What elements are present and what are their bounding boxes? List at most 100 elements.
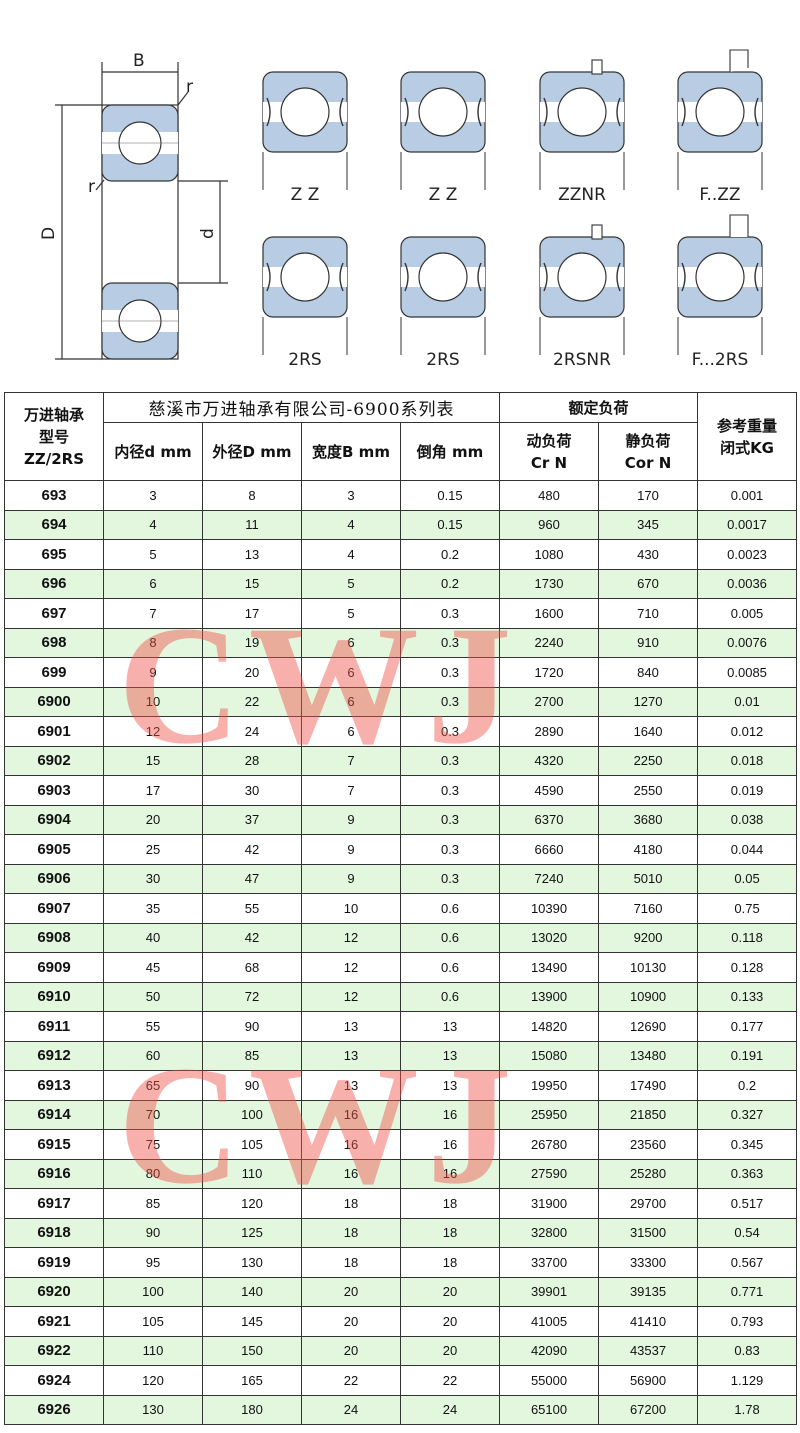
- table-row: 698 8 19 6 0.3 2240 910 0.0076: [4, 627, 798, 658]
- cell-inner-d: 50: [103, 981, 203, 1012]
- variant-label: 2RS: [426, 350, 459, 370]
- cell-static-load: 67200: [598, 1394, 699, 1425]
- cell-model: 6908: [4, 922, 104, 953]
- cell-dynamic-load: 25950: [499, 1099, 600, 1130]
- cell-static-load: 430: [598, 539, 699, 570]
- cell-dynamic-load: 7240: [499, 863, 600, 894]
- cell-outer-d: 55: [202, 893, 302, 924]
- cell-dynamic-load: 42090: [499, 1335, 600, 1366]
- cell-chamfer: 0.3: [399, 627, 501, 658]
- cell-chamfer: 13: [399, 1011, 501, 1042]
- cell-outer-d: 68: [202, 952, 302, 983]
- spec-table-wrapper: 万进轴承 型号 ZZ/2RS 慈溪市万进轴承有限公司-6900系列表 额定负荷 …: [4, 392, 798, 1425]
- cell-width-b: 18: [301, 1188, 401, 1219]
- variant-6: 2RS: [400, 236, 486, 370]
- cell-inner-d: 8: [103, 627, 203, 658]
- cell-dynamic-load: 1730: [499, 568, 600, 599]
- cell-outer-d: 90: [202, 1011, 302, 1042]
- col-header-model-line3: ZZ/2RS: [23, 449, 85, 468]
- cell-static-load: 12690: [598, 1011, 699, 1042]
- cell-weight: 1.78: [697, 1394, 798, 1425]
- cell-static-load: 31500: [598, 1217, 699, 1248]
- cell-inner-d: 65: [103, 1070, 203, 1101]
- variant-4: F..ZZ: [677, 49, 763, 205]
- cell-chamfer: 20: [399, 1306, 501, 1337]
- cell-outer-d: 13: [202, 539, 302, 570]
- cell-model: 6901: [4, 716, 104, 747]
- col-header-dynamic-line2: Cr N: [530, 453, 568, 472]
- variant-1: Z Z: [262, 71, 348, 205]
- cell-weight: 1.129: [697, 1365, 798, 1396]
- cell-static-load: 9200: [598, 922, 699, 953]
- cell-dynamic-load: 6660: [499, 834, 600, 865]
- table-title: 慈溪市万进轴承有限公司-6900系列表: [102, 392, 501, 423]
- cell-static-load: 21850: [598, 1099, 699, 1130]
- cell-width-b: 16: [301, 1129, 401, 1160]
- cell-weight: 0.012: [697, 716, 798, 747]
- cell-weight: 0.001: [697, 480, 798, 511]
- cell-outer-d: 11: [202, 509, 302, 540]
- cell-static-load: 13480: [598, 1040, 699, 1071]
- cell-weight: 0.567: [697, 1247, 798, 1278]
- table-row: 6904 20 37 9 0.3 6370 3680 0.038: [4, 804, 798, 835]
- cell-inner-d: 70: [103, 1099, 203, 1130]
- cell-dynamic-load: 41005: [499, 1306, 600, 1337]
- cell-static-load: 4180: [598, 834, 699, 865]
- cell-dynamic-load: 19950: [499, 1070, 600, 1101]
- cell-dynamic-load: 14820: [499, 1011, 600, 1042]
- cell-width-b: 6: [301, 657, 401, 688]
- cell-static-load: 910: [598, 627, 699, 658]
- cell-chamfer: 13: [399, 1040, 501, 1071]
- cell-inner-d: 90: [103, 1217, 203, 1248]
- cell-chamfer: 0.6: [399, 922, 501, 953]
- cell-width-b: 13: [301, 1040, 401, 1071]
- cell-width-b: 6: [301, 716, 401, 747]
- cell-dynamic-load: 1600: [499, 598, 600, 629]
- table-row: 697 7 17 5 0.3 1600 710 0.005: [4, 598, 798, 629]
- cell-width-b: 4: [301, 509, 401, 540]
- table-row: 6909 45 68 12 0.6 13490 10130 0.128: [4, 952, 798, 983]
- cell-width-b: 20: [301, 1335, 401, 1366]
- cell-static-load: 23560: [598, 1129, 699, 1160]
- cell-model: 699: [4, 657, 104, 688]
- cell-inner-d: 100: [103, 1276, 203, 1307]
- cell-outer-d: 20: [202, 657, 302, 688]
- cell-outer-d: 105: [202, 1129, 302, 1160]
- cell-chamfer: 16: [399, 1099, 501, 1130]
- cell-static-load: 7160: [598, 893, 699, 924]
- table-row: 694 4 11 4 0.15 960 345 0.0017: [4, 509, 798, 540]
- cell-chamfer: 0.3: [399, 804, 501, 835]
- cell-weight: 0.0017: [697, 509, 798, 540]
- cell-weight: 0.345: [697, 1129, 798, 1160]
- cell-outer-d: 110: [202, 1158, 302, 1189]
- cell-chamfer: 0.3: [399, 657, 501, 688]
- col-header-model-line2: 型号: [38, 427, 69, 446]
- cell-chamfer: 16: [399, 1129, 501, 1160]
- cell-inner-d: 95: [103, 1247, 203, 1278]
- cell-dynamic-load: 15080: [499, 1040, 600, 1071]
- cell-inner-d: 17: [103, 775, 203, 806]
- cell-dynamic-load: 33700: [499, 1247, 600, 1278]
- table-row: 6905 25 42 9 0.3 6660 4180 0.044: [4, 834, 798, 865]
- cell-inner-d: 45: [103, 952, 203, 983]
- cell-outer-d: 8: [202, 480, 302, 511]
- table-row: 6903 17 30 7 0.3 4590 2550 0.019: [4, 775, 798, 806]
- cell-static-load: 3680: [598, 804, 699, 835]
- cell-width-b: 7: [301, 745, 401, 776]
- bearing-diagram: B r r D d Z Z Z Z ZZNR F..ZZ 2RS 2RS 2RSNR F...…: [39, 49, 763, 370]
- cell-model: 6924: [4, 1365, 104, 1396]
- table-row: 6902 15 28 7 0.3 4320 2250 0.018: [4, 745, 798, 776]
- col-header-chamfer: 倒角 mm: [399, 422, 501, 481]
- cell-weight: 0.191: [697, 1040, 798, 1071]
- cell-weight: 0.128: [697, 952, 798, 983]
- cell-outer-d: 42: [202, 922, 302, 953]
- cell-width-b: 13: [301, 1011, 401, 1042]
- cell-outer-d: 90: [202, 1070, 302, 1101]
- cell-chamfer: 0.3: [399, 598, 501, 629]
- col-header-dynamic-line1: 动负荷: [526, 431, 572, 450]
- cell-outer-d: 140: [202, 1276, 302, 1307]
- col-header-inner-diameter: 内径d mm: [103, 422, 203, 481]
- cell-weight: 0.793: [697, 1306, 798, 1337]
- cell-model: 696: [4, 568, 104, 599]
- cell-model: 6922: [4, 1335, 104, 1366]
